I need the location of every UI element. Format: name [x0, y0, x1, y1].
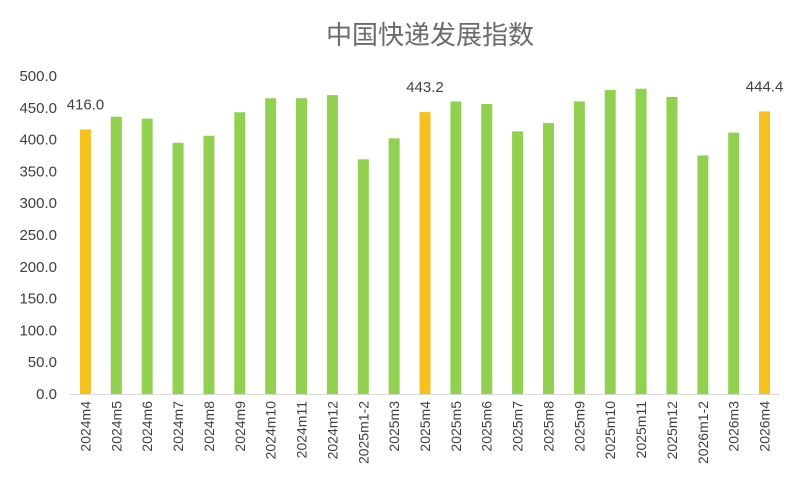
- x-tick-label: 2024m6: [139, 401, 155, 452]
- bar-2025m10: [604, 89, 616, 394]
- x-axis: 2024m4 2024m5 2024m6 2024m7 2024m8 2024m9 2024…: [70, 394, 780, 464]
- bar-2025m3: [388, 138, 400, 394]
- y-tick-label: 450.0: [19, 100, 57, 117]
- y-tick-label: 100.0: [19, 322, 57, 339]
- y-tick-label: 400.0: [19, 132, 57, 149]
- data-label: 416.0: [67, 96, 105, 113]
- bar-2024m12: [326, 95, 338, 394]
- bar-2024m8: [203, 135, 215, 394]
- bar-2026m4: [759, 111, 771, 394]
- x-tick-label: 2025m3: [386, 401, 402, 452]
- y-tick-label: 200.0: [19, 259, 57, 276]
- y-tick-label: 50.0: [28, 354, 57, 371]
- x-tick-label: 2025m1-2: [355, 401, 371, 464]
- bar-2025m7: [512, 131, 524, 394]
- bar-2025m8: [542, 123, 554, 395]
- bar-2025m4: [419, 112, 431, 394]
- x-tick-label: 2025m12: [664, 401, 680, 460]
- x-tick-label: 2025m8: [540, 401, 556, 452]
- x-tick-label: 2024m5: [108, 401, 124, 452]
- x-tick-label: 2024m4: [77, 401, 93, 452]
- y-tick-label: 0.0: [36, 386, 57, 403]
- bar-2024m10: [265, 98, 277, 394]
- y-tick-label: 300.0: [19, 195, 57, 212]
- x-tick-label: 2024m12: [324, 401, 340, 460]
- x-tick-label: 2025m7: [510, 401, 526, 452]
- x-tick-label: 2026m3: [726, 401, 742, 452]
- bar-2024m5: [110, 116, 122, 394]
- x-tick-label: 2025m5: [448, 401, 464, 452]
- bar-2024m11: [296, 98, 308, 394]
- x-tick-label: 2025m9: [571, 401, 587, 452]
- y-tick-label: 150.0: [19, 291, 57, 308]
- data-label: 444.4: [746, 78, 784, 95]
- x-tick-label: 2024m11: [294, 401, 310, 459]
- bar-2025m1-2: [357, 159, 369, 394]
- bar-2025m9: [573, 101, 585, 394]
- bar-2025m5: [450, 101, 462, 394]
- chart-title: 中国快递发展指数: [326, 21, 534, 51]
- y-tick-label: 500.0: [19, 68, 57, 85]
- x-tick-label: 2025m11: [633, 401, 649, 459]
- x-tick-label: 2024m7: [170, 401, 186, 452]
- x-tick-label: 2026m1-2: [695, 401, 711, 464]
- x-tick-label: 2025m6: [479, 401, 495, 452]
- y-tick-label: 250.0: [19, 227, 57, 244]
- bar-2026m1-2: [697, 155, 709, 394]
- bar-2024m9: [234, 112, 246, 394]
- data-labels: 416.0 443.2 444.4: [67, 78, 784, 113]
- y-tick-label: 350.0: [19, 163, 57, 180]
- bar-2024m7: [172, 142, 184, 394]
- x-tick-label: 2024m9: [232, 401, 248, 452]
- x-tick-label: 2024m10: [263, 401, 279, 460]
- bar-2024m4: [79, 129, 91, 394]
- x-tick-label: 2026m4: [757, 401, 773, 452]
- x-tick-label: 2025m4: [417, 401, 433, 452]
- bar-2025m12: [666, 96, 678, 394]
- bar-2026m3: [728, 132, 740, 394]
- x-tick-label: 2025m10: [602, 401, 618, 460]
- bar-2025m6: [481, 103, 493, 394]
- y-axis: 0.0 50.0 100.0 150.0 200.0 250.0 300.0 350.0 400…: [19, 68, 57, 403]
- data-label: 443.2: [406, 79, 444, 96]
- x-tick-label: 2024m8: [201, 401, 217, 452]
- bars: [79, 88, 771, 395]
- bar-2024m6: [141, 118, 153, 394]
- bar-2025m11: [635, 88, 647, 394]
